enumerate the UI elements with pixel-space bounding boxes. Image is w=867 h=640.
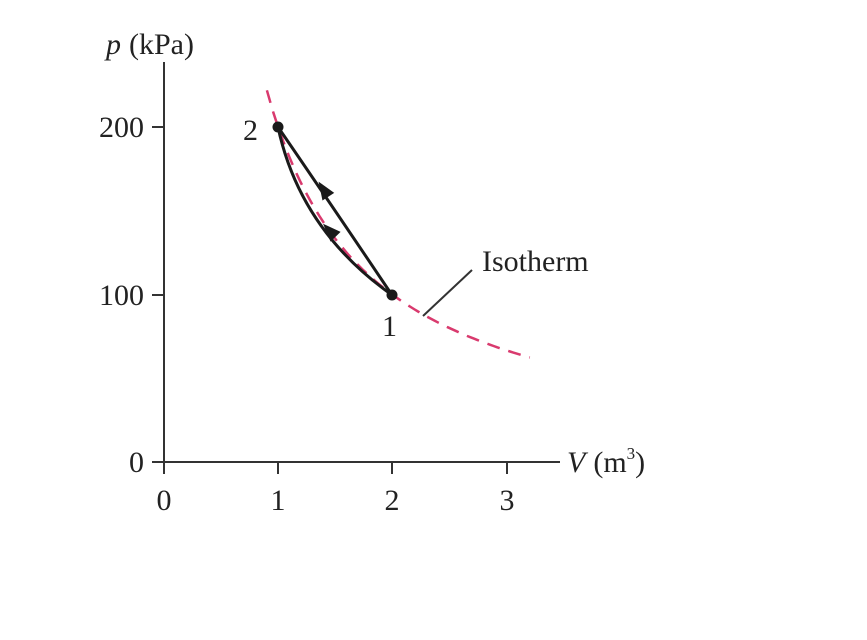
y-axis-unit: (kPa) (129, 28, 194, 61)
x-tick-label: 1 (271, 484, 286, 517)
process-arrow-upper (318, 181, 335, 201)
x-axis-unit-superscript: 3 (627, 444, 636, 463)
isotherm-label: Isotherm (482, 245, 589, 278)
x-axis-label: V (m3) (567, 444, 645, 479)
y-tick-label: 100 (99, 279, 144, 312)
y-tick-label: 0 (129, 446, 144, 479)
state-label-1: 1 (382, 310, 397, 343)
isotherm-leader-line (422, 269, 473, 317)
x-tick-label: 2 (385, 484, 400, 517)
isotherm-curve (265, 89, 531, 359)
y-ticks: 0 100 200 (99, 111, 164, 479)
state-point-2 (272, 121, 284, 133)
x-axis-unit: (m (593, 446, 626, 479)
y-tick-label: 200 (99, 111, 144, 144)
process-arrow-lower (323, 223, 341, 242)
state-point-1 (386, 289, 398, 301)
state-label-2: 2 (243, 114, 258, 147)
y-axis-label: p (kPa) (104, 28, 194, 61)
process-path-upper (276, 126, 394, 296)
x-axis-unit-close: ) (635, 446, 645, 479)
x-axis-variable: V (567, 446, 589, 479)
x-tick-label: 0 (157, 484, 172, 517)
process-path-lower (276, 126, 393, 297)
x-ticks: 0 1 2 3 (157, 462, 515, 517)
x-tick-label: 3 (500, 484, 515, 517)
y-axis-variable: p (104, 28, 121, 61)
